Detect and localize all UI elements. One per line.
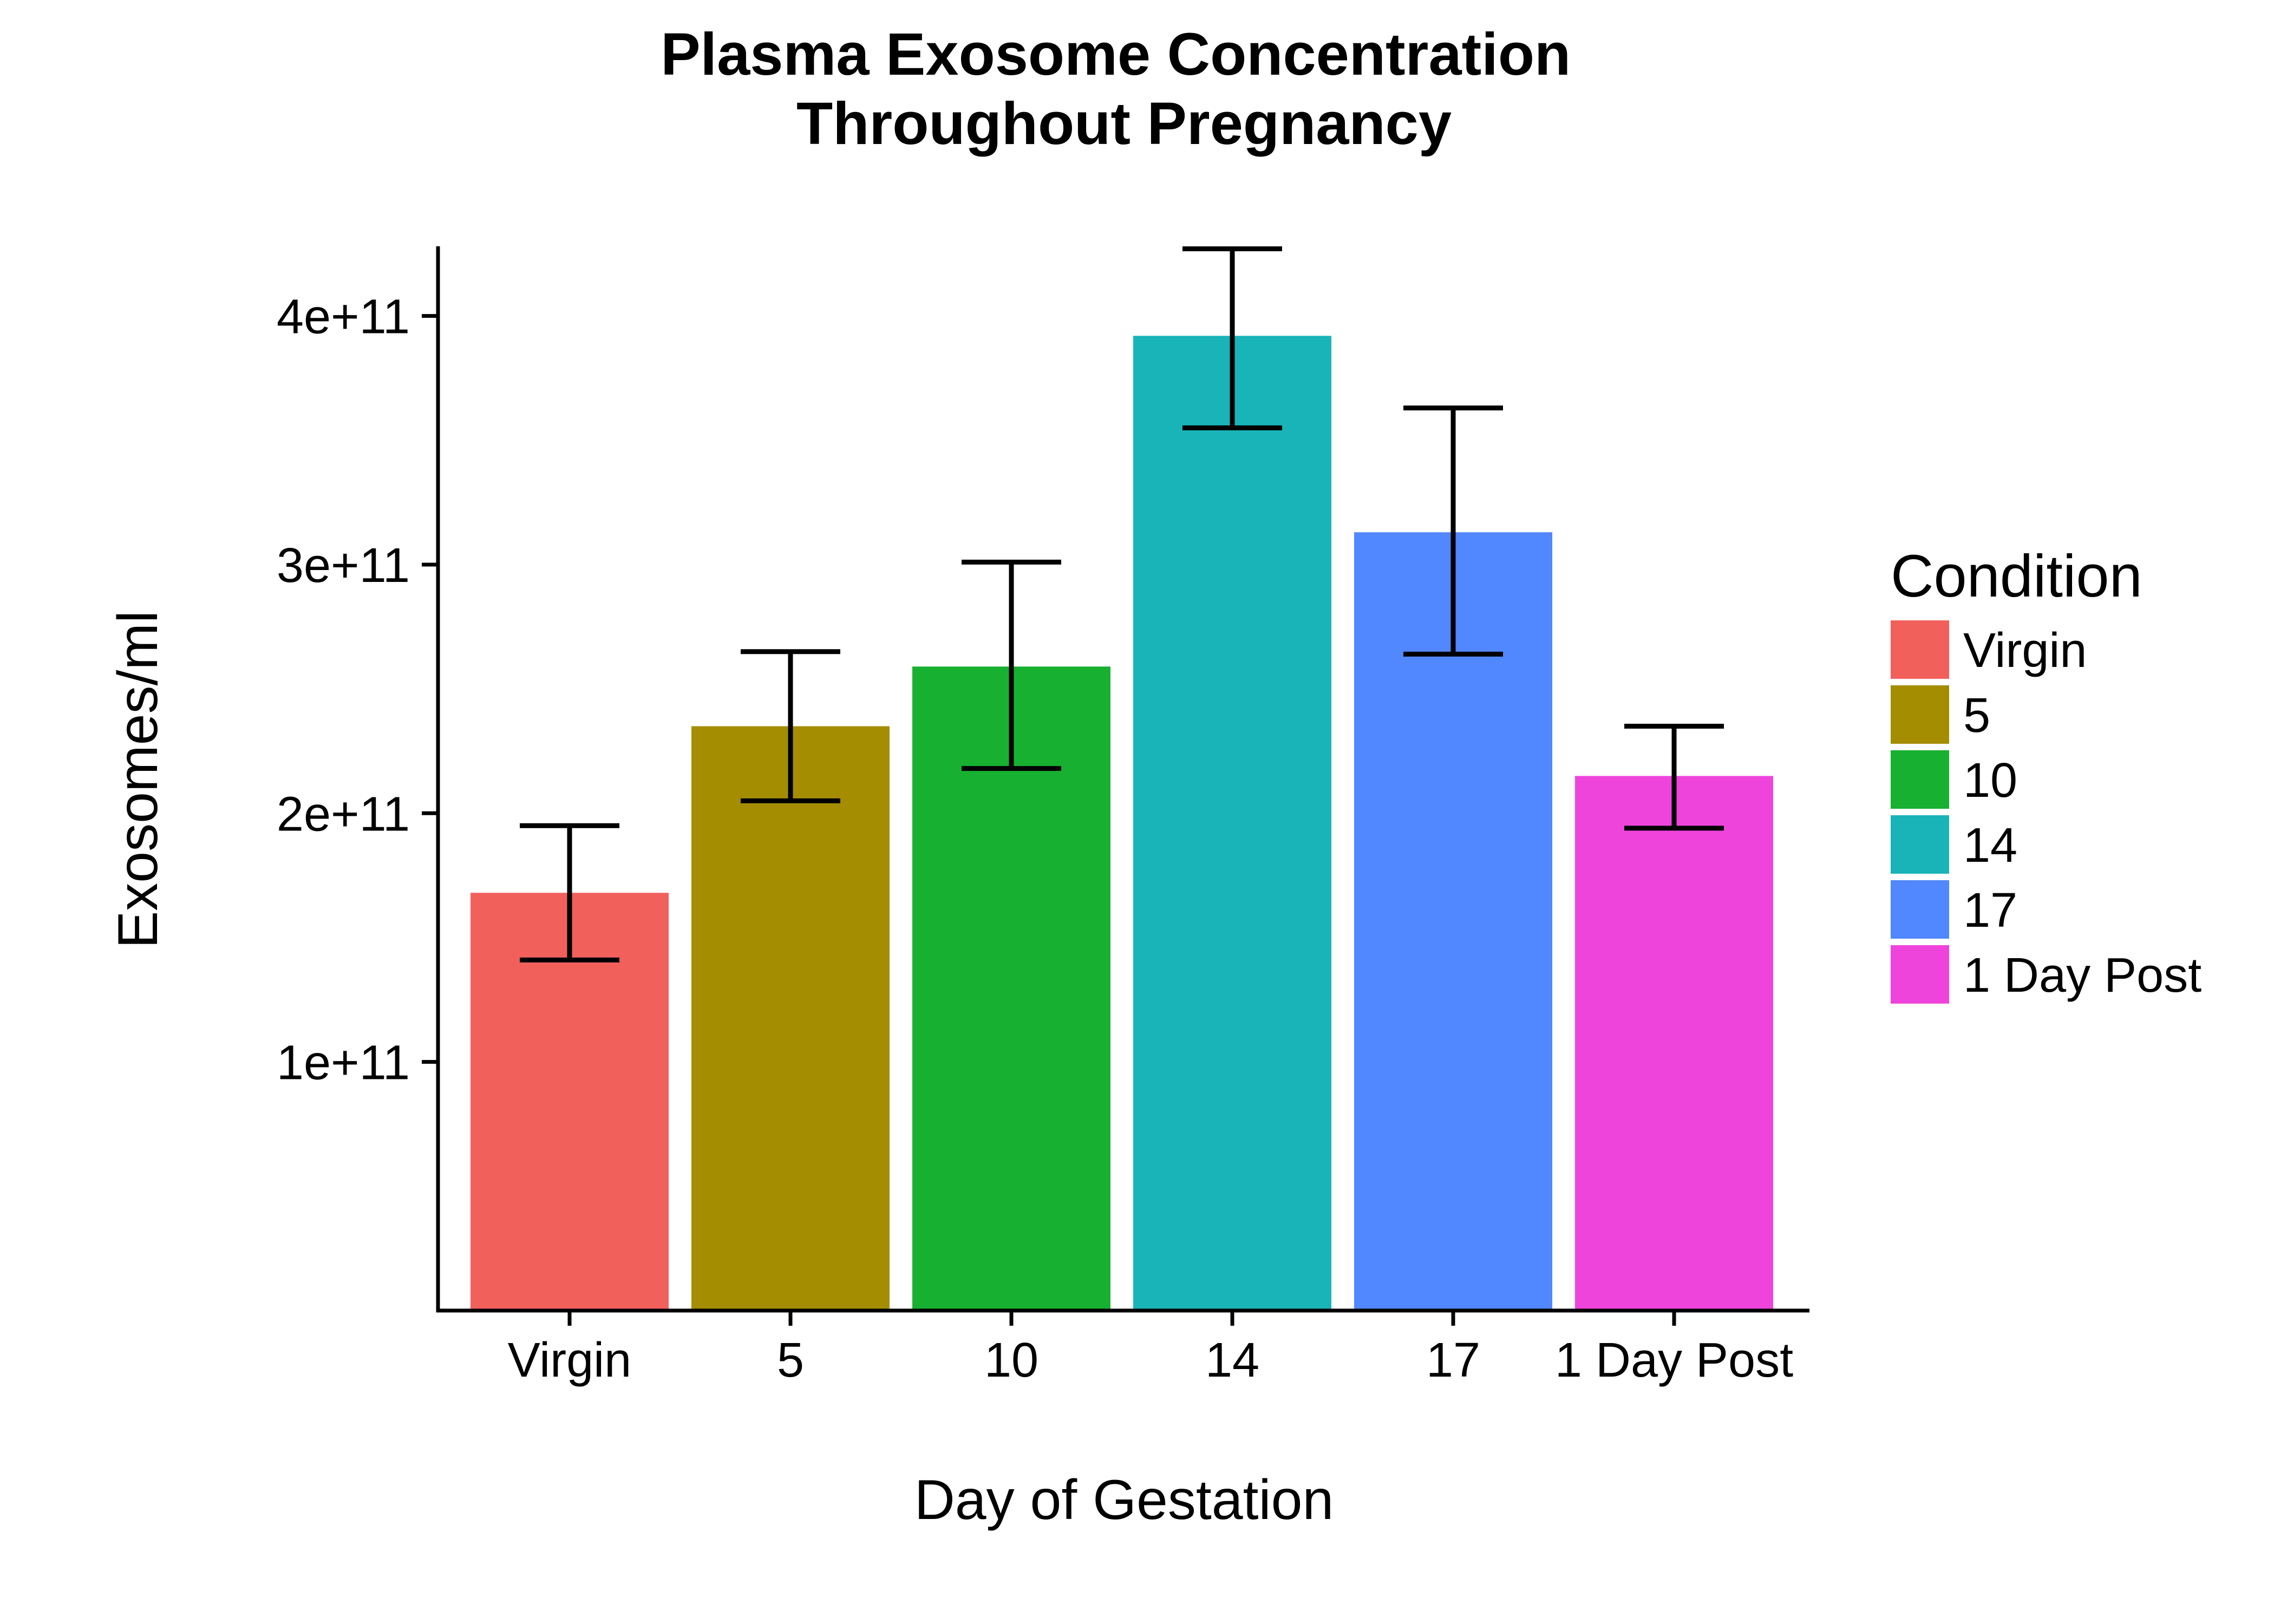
x-axis-title: Day of Gestation xyxy=(914,1469,1334,1531)
chart-title-line-2: Throughout Pregnancy xyxy=(796,90,1452,157)
chart-title: Plasma Exosome Concentration Throughout … xyxy=(661,21,1587,157)
legend-swatch-0 xyxy=(1891,620,1949,679)
error-bars-group xyxy=(520,246,1724,962)
x-tick-label-1: 5 xyxy=(777,1333,804,1387)
legend-items: Virgin 5 10 14 17 1 Day Post xyxy=(1891,620,2201,1004)
legend-swatch-1 xyxy=(1891,685,1949,744)
x-ticks-group: Virgin 5 10 14 17 1 Day Post xyxy=(508,1311,1793,1387)
chart-title-line-1: Plasma Exosome Concentration xyxy=(661,21,1571,88)
legend-label-2: 10 xyxy=(1963,754,2017,808)
y-axis-title: Exosomes/ml xyxy=(107,611,169,948)
legend-label-4: 17 xyxy=(1963,883,2017,938)
legend-label-3: 14 xyxy=(1963,818,2017,873)
legend-title: Condition xyxy=(1891,543,2142,610)
bars-group xyxy=(471,336,1773,1311)
bar-3 xyxy=(1133,336,1331,1311)
bar-4 xyxy=(1354,532,1552,1311)
bar-1 xyxy=(691,726,890,1311)
y-ticks-group: 1e+11 2e+11 3e+11 4e+11 xyxy=(277,290,438,1090)
bar-5 xyxy=(1575,776,1773,1311)
x-tick-label-0: Virgin xyxy=(508,1333,631,1387)
legend-swatch-2 xyxy=(1891,750,1949,809)
legend-label-5: 1 Day Post xyxy=(1963,948,2201,1003)
bar-0 xyxy=(471,893,669,1311)
legend-swatch-4 xyxy=(1891,880,1949,939)
bar-2 xyxy=(912,666,1110,1311)
legend-swatch-3 xyxy=(1891,815,1949,874)
legend-swatch-5 xyxy=(1891,945,1949,1004)
legend: Condition Virgin 5 10 14 17 1 Day Post xyxy=(1891,543,2201,1004)
y-tick-label-3: 4e+11 xyxy=(277,290,410,344)
legend-label-1: 5 xyxy=(1963,689,1990,743)
y-tick-label-0: 1e+11 xyxy=(277,1036,410,1090)
x-tick-label-5: 1 Day Post xyxy=(1555,1333,1793,1387)
legend-label-0: Virgin xyxy=(1963,624,2087,678)
x-tick-label-4: 17 xyxy=(1426,1333,1480,1387)
x-tick-label-2: 10 xyxy=(984,1333,1038,1387)
x-tick-label-3: 14 xyxy=(1205,1333,1259,1387)
y-tick-label-1: 2e+11 xyxy=(277,787,410,841)
y-tick-label-2: 3e+11 xyxy=(277,539,410,593)
